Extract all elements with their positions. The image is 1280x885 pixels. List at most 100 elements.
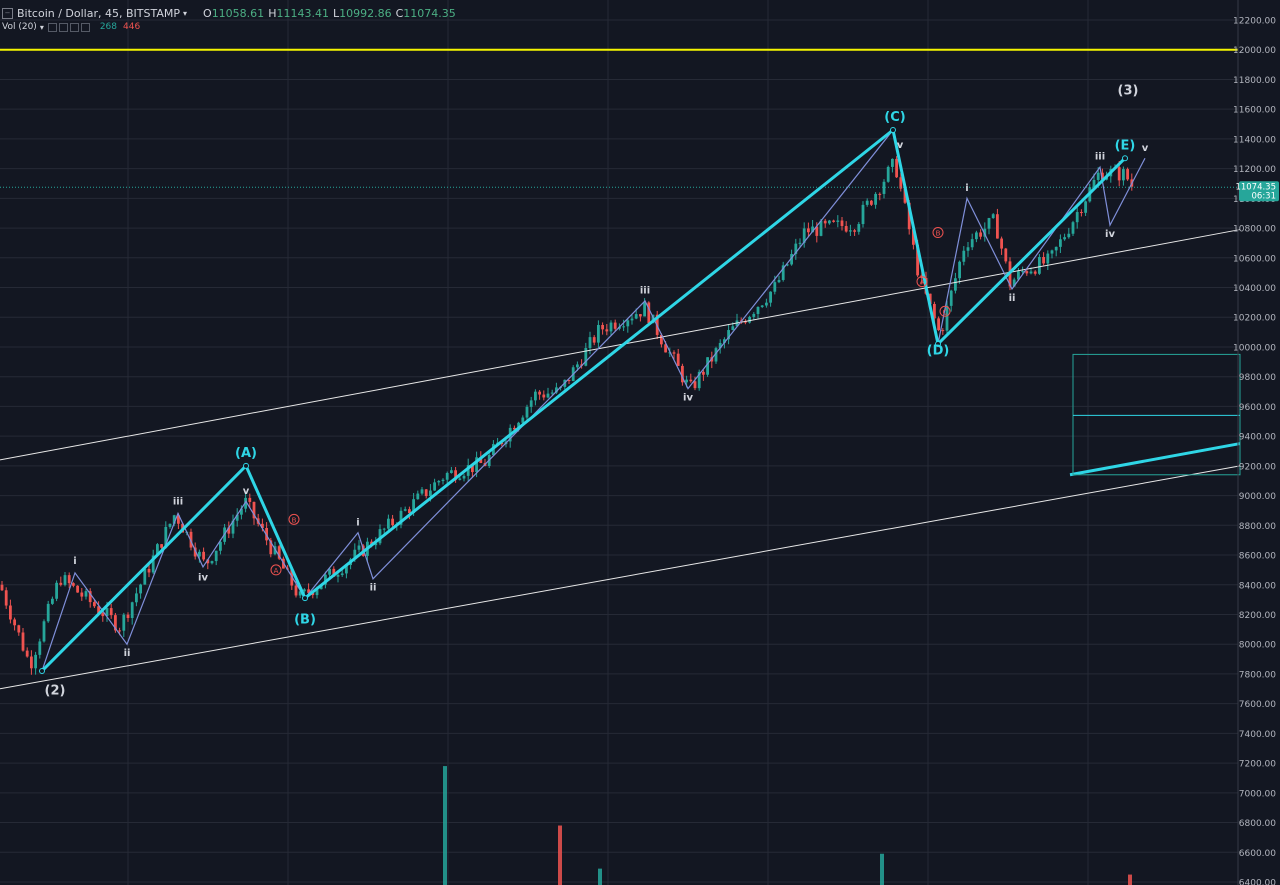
- volume-label[interactable]: Vol (20): [2, 22, 37, 32]
- candle-body: [521, 417, 525, 423]
- candle-body: [525, 406, 529, 418]
- candle-body: [626, 320, 630, 327]
- candle-body: [193, 547, 197, 557]
- price-tick-label: 7800.00: [1239, 670, 1276, 680]
- candle-body: [139, 584, 142, 594]
- candle-body: [849, 230, 852, 232]
- candle-body: [592, 337, 596, 343]
- high-label: H: [268, 6, 277, 20]
- candle-body: [727, 330, 730, 340]
- eye-icon[interactable]: [47, 22, 57, 32]
- last-price-value: 11074.35: [1235, 182, 1276, 192]
- candle-body: [336, 575, 340, 577]
- candle-body: [639, 314, 642, 317]
- wave-pivot: [243, 462, 249, 469]
- candle-body: [933, 303, 936, 319]
- candle-body: [479, 457, 483, 463]
- wave-label: i: [73, 556, 76, 567]
- wave-label: iii: [640, 285, 650, 296]
- chevron-down-icon[interactable]: ▾: [183, 8, 188, 18]
- candle-body: [857, 224, 861, 232]
- candle-body: [109, 608, 113, 616]
- candle-body: [975, 232, 978, 240]
- candle-body: [135, 593, 138, 603]
- candle-body: [374, 543, 378, 546]
- candle-body: [534, 391, 537, 401]
- candle-body: [861, 204, 865, 225]
- candle-body: [647, 302, 651, 324]
- candle-body: [458, 478, 462, 480]
- candle-body: [168, 523, 172, 527]
- candle-body: [93, 602, 96, 607]
- close-icon[interactable]: [69, 22, 79, 32]
- candle-body: [773, 282, 777, 292]
- more-icon[interactable]: [80, 22, 90, 32]
- candle-body: [907, 202, 911, 230]
- candle-body: [324, 574, 327, 585]
- candle-body: [1067, 233, 1071, 238]
- price-tick-label: 9400.00: [1239, 433, 1276, 443]
- candle-body: [786, 264, 789, 266]
- candle-body: [55, 582, 58, 599]
- candle-body: [811, 226, 814, 233]
- volume-chevron-icon[interactable]: ▾: [39, 22, 44, 32]
- wave-label: iii: [1095, 152, 1105, 163]
- candle-body: [706, 357, 709, 375]
- candle-body: [807, 228, 810, 233]
- chart-legend: − Bitcoin / Dollar, 45, BITSTAMP ▾ O 1105…: [2, 4, 456, 22]
- wave-label: (2): [45, 684, 66, 699]
- wave-label: iv: [683, 392, 693, 403]
- wave-label: v: [897, 140, 904, 151]
- volume-down-value: 446: [123, 22, 141, 32]
- candle-body: [949, 290, 953, 306]
- wave-pivot: [1122, 155, 1128, 162]
- candle-body: [777, 279, 781, 283]
- candle-body: [118, 630, 121, 632]
- candle-body: [613, 322, 617, 329]
- candle-body: [441, 479, 445, 482]
- candle-body: [21, 632, 25, 651]
- candle-body: [1012, 279, 1016, 287]
- candle-body: [1000, 238, 1003, 249]
- candle-body: [802, 228, 806, 243]
- settings-icon[interactable]: [58, 22, 68, 32]
- candle-body: [1096, 172, 1100, 180]
- candle-body: [252, 501, 256, 519]
- candle-body: [105, 608, 109, 617]
- corrective-label: C: [943, 308, 948, 316]
- candle-body: [408, 509, 411, 514]
- sub-wave-line: [304, 129, 894, 599]
- candle-body: [697, 371, 701, 389]
- wave-label: ii: [124, 648, 131, 659]
- candle-body: [895, 158, 898, 178]
- candle-body: [0, 584, 4, 591]
- candle-body: [303, 589, 306, 592]
- candle-body: [240, 508, 243, 515]
- symbol-title[interactable]: Bitcoin / Dollar, 45, BITSTAMP: [17, 6, 180, 20]
- price-tick-label: 7200.00: [1239, 760, 1276, 770]
- candle-body: [517, 422, 520, 430]
- candle-body: [189, 531, 193, 548]
- minus-square-icon[interactable]: −: [2, 7, 13, 19]
- candle-body: [84, 591, 88, 597]
- candle-body: [307, 589, 310, 593]
- wave-label: iii: [173, 497, 183, 508]
- candle-body: [378, 529, 382, 544]
- candle-body: [1117, 167, 1121, 181]
- candle-body: [1071, 222, 1075, 234]
- candle-body: [269, 540, 273, 555]
- candle-body: [769, 291, 772, 303]
- candle-body: [815, 226, 819, 236]
- price-tick-label: 8800.00: [1239, 522, 1276, 532]
- candle-body: [76, 585, 79, 593]
- open-label: O: [203, 6, 212, 20]
- price-tick-label: 8600.00: [1239, 552, 1276, 562]
- price-axis[interactable]: 12200.00 12000.00 11800.00 11600.00 11400.00…: [1233, 0, 1279, 885]
- candle-body: [126, 614, 130, 619]
- candle-body: [9, 605, 12, 620]
- candle-body: [172, 515, 176, 524]
- candle-body: [765, 302, 768, 306]
- candle-body: [248, 497, 252, 502]
- price-tick-label: 10800.00: [1233, 225, 1276, 235]
